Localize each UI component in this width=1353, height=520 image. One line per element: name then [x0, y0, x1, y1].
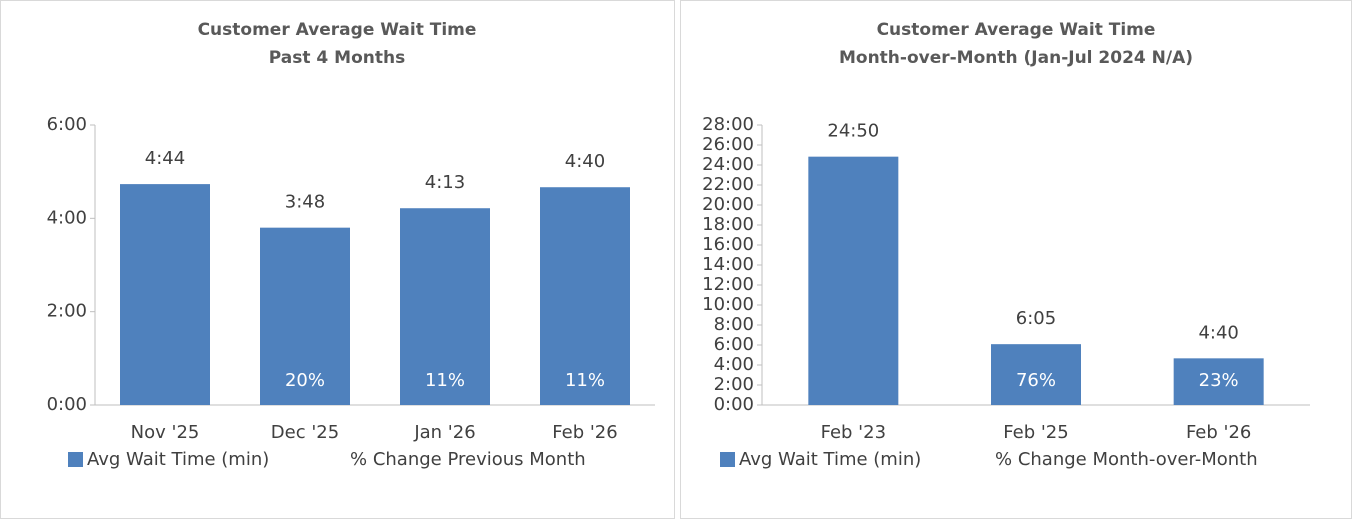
y-tick-label: 4:00: [714, 354, 754, 375]
y-tick-label: 22:00: [702, 174, 754, 195]
x-tick-label: Feb '23: [821, 422, 886, 443]
y-tick-label: 18:00: [702, 214, 754, 235]
legend-swatch: [720, 452, 735, 467]
data-label: 4:40: [565, 151, 605, 172]
bar: [260, 227, 350, 405]
chart-title: Customer Average Wait Time: [877, 20, 1156, 40]
data-label: 4:13: [425, 172, 465, 193]
y-tick-label: 26:00: [702, 134, 754, 155]
data-label: 6:05: [1016, 308, 1056, 329]
y-tick-label: 2:00: [714, 374, 754, 395]
pct-label: 23%: [1199, 370, 1239, 391]
data-label: 3:48: [285, 192, 325, 213]
y-tick-label: 20:00: [702, 194, 754, 215]
y-tick-label: 6:00: [714, 334, 754, 355]
y-tick-label: 16:00: [702, 234, 754, 255]
legend-label: Avg Wait Time (min): [739, 449, 921, 470]
y-tick-label: 2:00: [47, 301, 87, 322]
bar: [991, 344, 1081, 405]
y-tick-label: 28:00: [702, 114, 754, 135]
y-tick-label: 24:00: [702, 154, 754, 175]
y-tick-label: 0:00: [714, 394, 754, 415]
x-tick-label: Jan '26: [413, 422, 475, 443]
bar: [400, 208, 490, 405]
x-tick-label: Feb '26: [1186, 422, 1251, 443]
chart-title: Customer Average Wait Time: [198, 20, 477, 40]
legend-label: % Change Previous Month: [350, 449, 586, 470]
bar: [540, 187, 630, 405]
data-label: 4:40: [1198, 322, 1238, 343]
chart-subtitle: Past 4 Months: [269, 48, 405, 68]
y-tick-label: 8:00: [714, 314, 754, 335]
x-tick-label: Feb '26: [552, 422, 617, 443]
panel: [680, 0, 1352, 519]
y-tick-label: 6:00: [47, 114, 87, 135]
data-label: 4:44: [145, 148, 185, 169]
data-label: 24:50: [827, 121, 879, 142]
pct-label: 11%: [425, 370, 465, 391]
pct-label: 76%: [1016, 370, 1056, 391]
legend-label: Avg Wait Time (min): [87, 449, 269, 470]
bar: [808, 156, 899, 405]
pct-label: 11%: [565, 370, 605, 391]
chart-subtitle: Month-over-Month (Jan-Jul 2024 N/A): [839, 48, 1193, 68]
bar: [1173, 358, 1264, 405]
legend-swatch: [68, 452, 83, 467]
pct-label: 20%: [285, 370, 325, 391]
y-tick-label: 0:00: [47, 394, 87, 415]
y-tick-label: 12:00: [702, 274, 754, 295]
y-tick-label: 4:00: [47, 207, 87, 228]
x-tick-label: Feb '25: [1003, 422, 1068, 443]
x-tick-label: Nov '25: [131, 422, 200, 443]
y-tick-label: 10:00: [702, 294, 754, 315]
y-tick-label: 14:00: [702, 254, 754, 275]
legend-label: % Change Month-over-Month: [995, 449, 1258, 470]
x-tick-label: Dec '25: [271, 422, 339, 443]
bar: [120, 184, 210, 405]
